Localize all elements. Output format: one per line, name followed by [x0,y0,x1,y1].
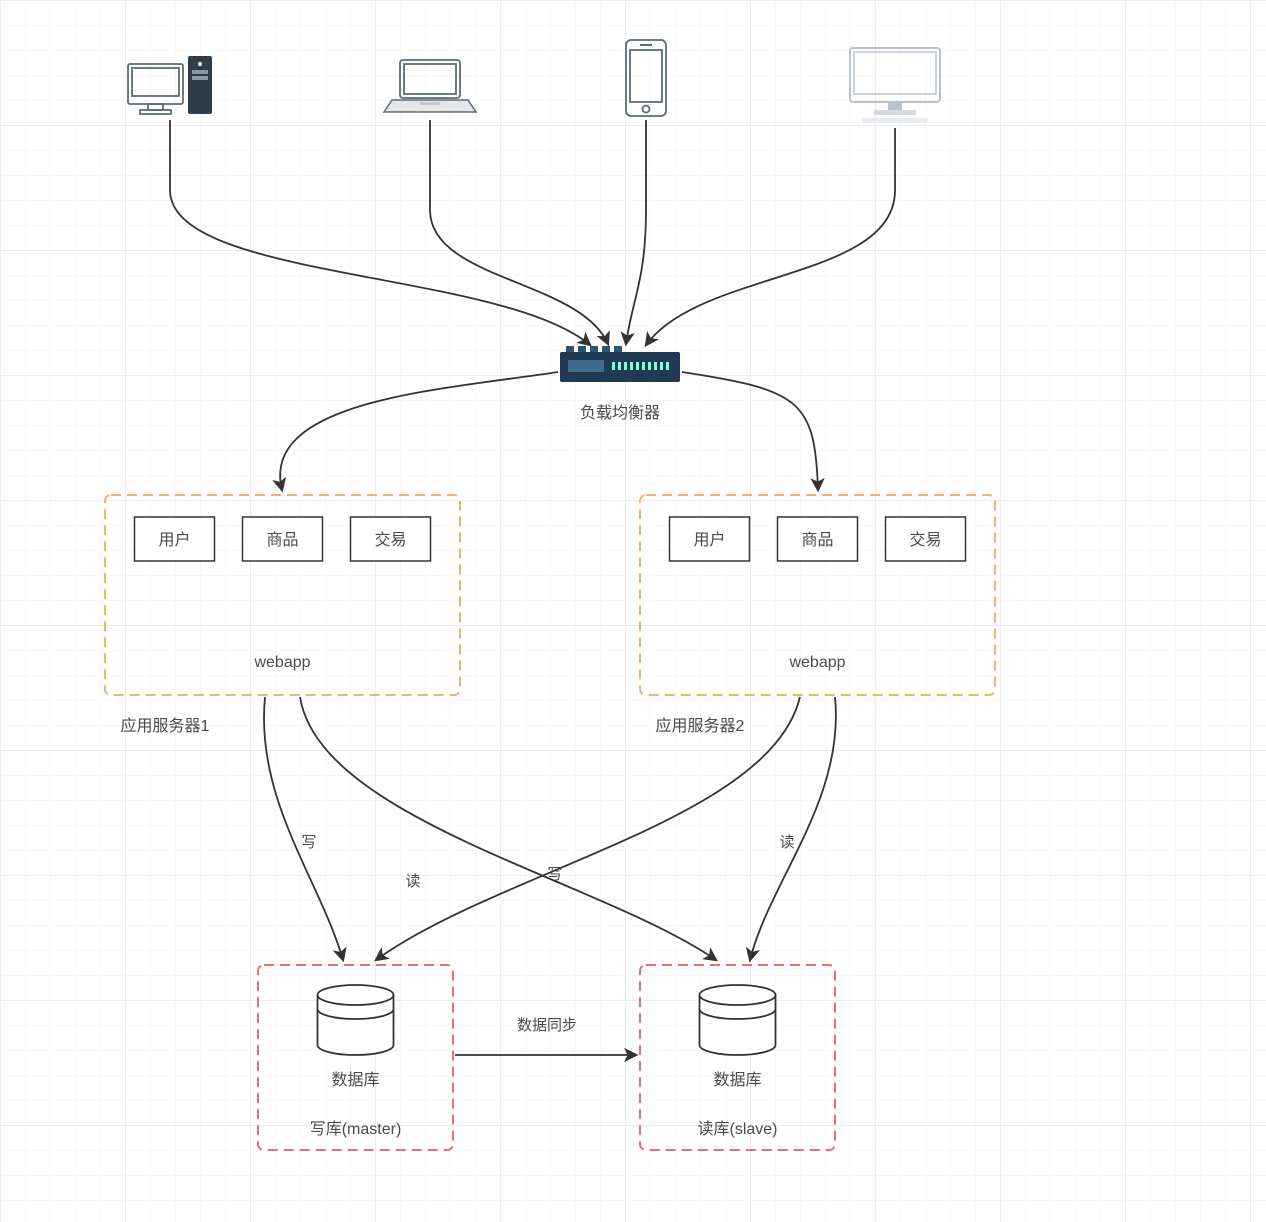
edge-label-app1-write: 写 [301,834,316,851]
module-label: 交易 [909,531,941,549]
app-server-label: 应用服务器1 [121,716,210,735]
edge-label-app2-write: 写 [547,866,562,883]
module-label: 用户 [693,531,725,549]
app-server-label: 应用服务器2 [656,716,745,735]
webapp-label: webapp [788,654,845,671]
db-cyl-label: 数据库 [713,1071,761,1089]
module-label: 商品 [801,531,833,549]
db-role-label: 写库(master) [310,1120,402,1138]
db-role-label: 读库(slave) [697,1120,777,1138]
db-cyl-label: 数据库 [331,1071,379,1089]
module-label: 交易 [374,531,406,549]
load-balancer-label: 负载均衡器 [580,404,660,422]
webapp-label: webapp [253,654,310,671]
module-label: 用户 [158,531,190,549]
edge-label-app2-read: 读 [779,834,794,851]
edge-label-sync: 数据同步 [517,1017,577,1034]
module-label: 商品 [266,531,298,549]
edge-label-app1-read: 读 [405,873,420,890]
grid-background [0,0,1266,1222]
architecture-diagram: 负载均衡器 用户 商品 交易 webapp 应用服务器1 用户 商品 交易 webapp 应用服务… [0,0,1266,1222]
